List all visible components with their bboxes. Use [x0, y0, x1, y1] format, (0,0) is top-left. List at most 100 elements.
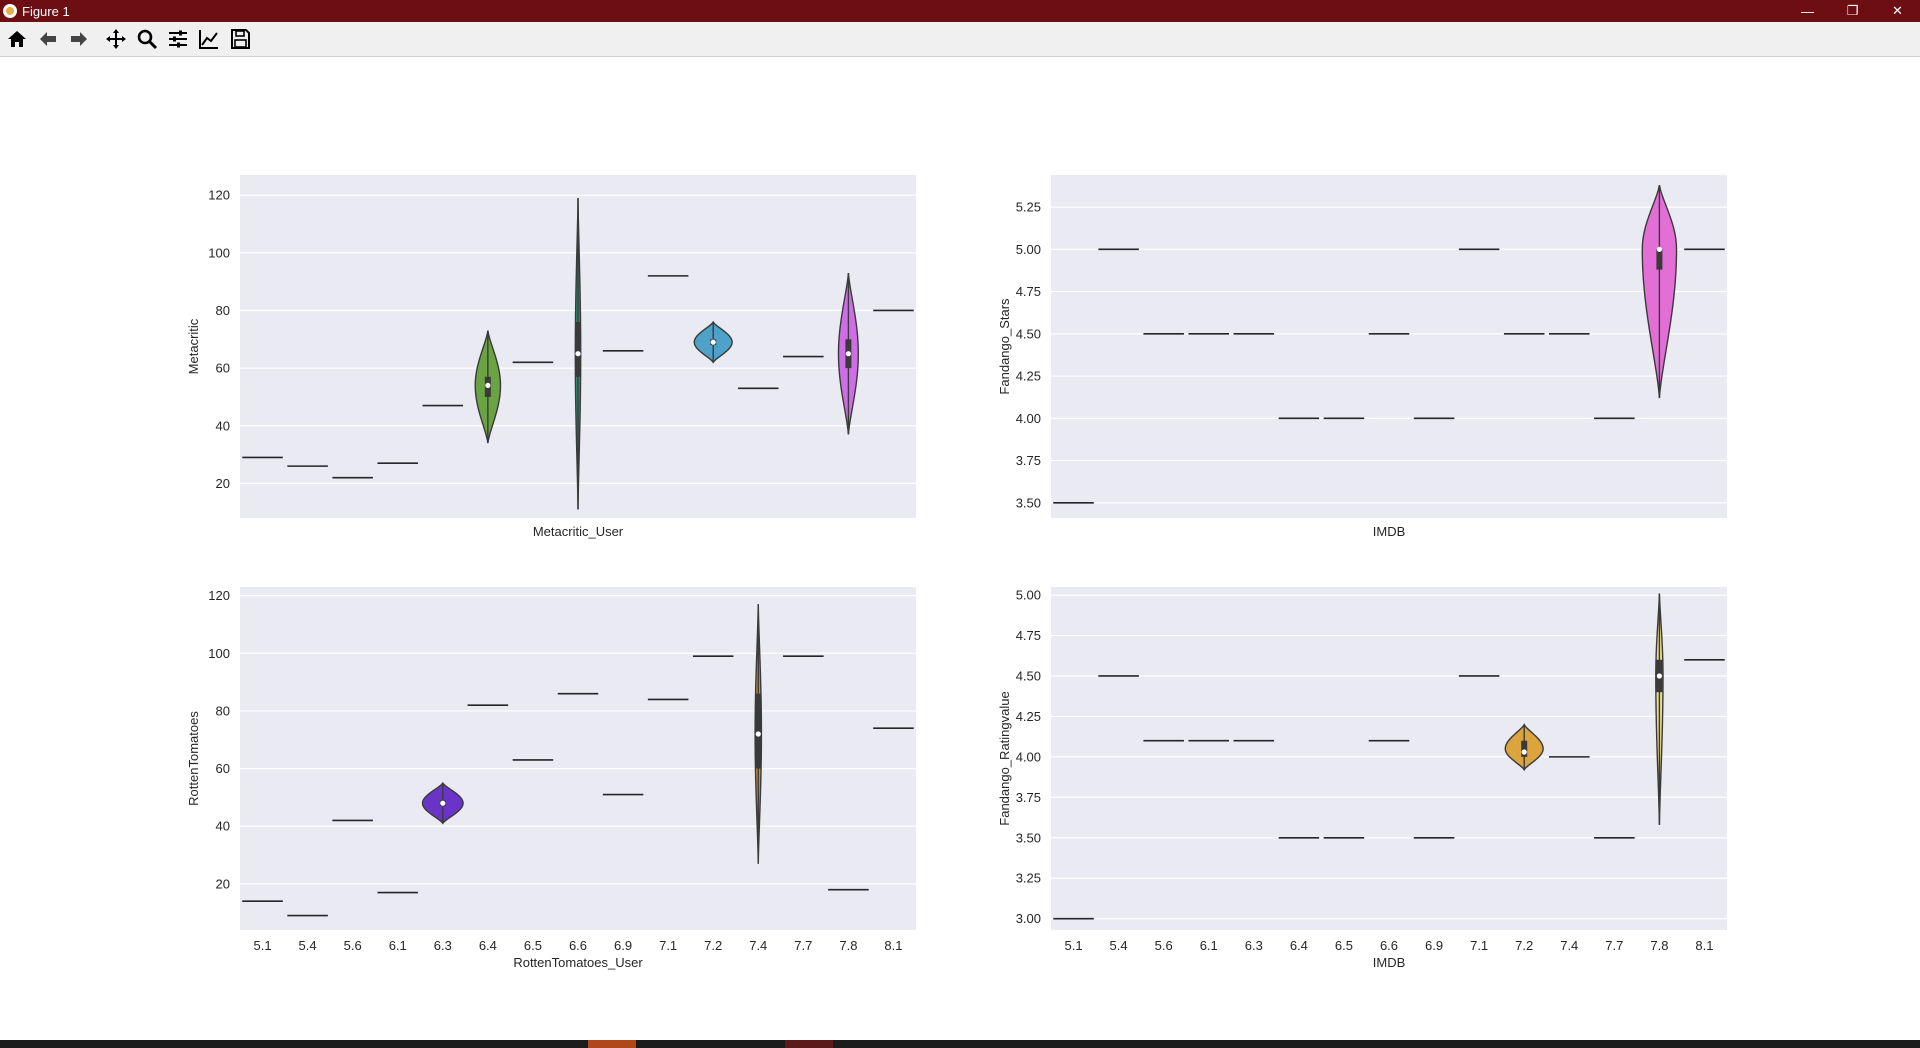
x-tick-label: 7.7: [794, 938, 812, 953]
y-tick-label: 20: [216, 476, 230, 491]
y-tick-label: 3.75: [1016, 453, 1041, 468]
y-tick-label: 80: [216, 303, 230, 318]
x-tick-label: 7.7: [1605, 938, 1623, 953]
zoom-button[interactable]: [133, 25, 161, 53]
x-tick-label: 6.1: [1200, 938, 1218, 953]
x-tick-label: 5.6: [344, 938, 362, 953]
x-tick-label: 6.9: [614, 938, 632, 953]
x-tick-label: 6.3: [434, 938, 452, 953]
plot-background: [240, 587, 916, 930]
zoom-icon: [137, 29, 158, 50]
y-tick-label: 3.75: [1016, 790, 1041, 805]
violin-median-dot: [575, 351, 581, 357]
y-tick-label: 80: [216, 703, 230, 718]
violin-median-dot: [1656, 246, 1662, 252]
x-tick-label: 7.2: [704, 938, 722, 953]
x-tick-label: 5.1: [253, 938, 271, 953]
y-tick-label: 120: [208, 588, 230, 603]
taskbar-item-active[interactable]: [588, 1040, 636, 1048]
close-button[interactable]: ✕: [1892, 3, 1903, 18]
y-tick-label: 5.25: [1016, 200, 1041, 215]
pan-button[interactable]: [102, 25, 130, 53]
y-tick-label: 4.75: [1016, 284, 1041, 299]
x-axis-label: IMDB: [1373, 524, 1406, 539]
x-tick-label: 6.6: [569, 938, 587, 953]
x-tick-label: 6.9: [1425, 938, 1443, 953]
x-tick-label: 7.2: [1515, 938, 1533, 953]
minimize-button[interactable]: —: [1801, 3, 1814, 19]
x-tick-label: 5.4: [299, 938, 317, 953]
y-axis-label: RottenTomatoes: [186, 711, 201, 806]
violin-median-dot: [1656, 673, 1662, 679]
y-tick-label: 60: [216, 761, 230, 776]
app-icon: [3, 4, 17, 18]
home-icon: [8, 31, 26, 47]
y-axis-label: Fandango_Stars: [997, 298, 1012, 395]
y-tick-label: 4.25: [1016, 369, 1041, 384]
x-tick-label: 7.1: [659, 938, 677, 953]
x-axis-label: Metacritic_User: [533, 524, 624, 539]
taskbar: [0, 1040, 1920, 1048]
x-tick-label: 7.4: [749, 938, 767, 953]
forward-icon: [71, 32, 87, 46]
back-button[interactable]: [34, 25, 62, 53]
x-tick-label: 6.4: [479, 938, 497, 953]
y-axis-label: Metacritic: [186, 318, 201, 374]
violin-median-dot: [1521, 749, 1527, 755]
y-tick-label: 3.50: [1016, 495, 1041, 510]
edit-axis-button[interactable]: [195, 25, 223, 53]
x-tick-label: 8.1: [1695, 938, 1713, 953]
violin-iqr-box: [1521, 740, 1528, 757]
subplot-3: 20 40 60 80 100 120 5.1 5.4 5.6 6.1 6.3 6.4 6.5 6.6 6.…: [186, 587, 916, 970]
violin-iqr-box: [755, 693, 762, 769]
violin-median-dot: [845, 351, 852, 357]
forward-button[interactable]: [65, 25, 93, 53]
window-controls: — ❐ ✕: [1785, 0, 1920, 22]
x-axis-label: IMDB: [1373, 955, 1406, 970]
edit-axis-icon: [199, 30, 218, 49]
save-icon: [231, 29, 250, 49]
y-tick-label: 4.25: [1016, 709, 1041, 724]
y-tick-label: 4.50: [1016, 326, 1041, 341]
violin-median-dot: [485, 382, 491, 389]
y-tick-label: 3.25: [1016, 871, 1041, 886]
y-tick-label: 4.00: [1016, 411, 1041, 426]
configure-subplots-button[interactable]: [164, 25, 192, 53]
x-tick-label: 6.6: [1380, 938, 1398, 953]
y-tick-label: 100: [208, 245, 230, 260]
y-tick-label: 60: [216, 361, 230, 376]
x-tick-label: 7.1: [1470, 938, 1488, 953]
pan-icon: [106, 29, 126, 49]
y-tick-label: 3.50: [1016, 830, 1041, 845]
home-button[interactable]: [3, 25, 31, 53]
subplot-1: 20 40 60 80 100 120 Metacritic_User Metacritic: [186, 175, 916, 539]
y-tick-label: 5.00: [1016, 242, 1041, 257]
violin-iqr-box: [575, 322, 581, 377]
y-tick-label: 4.00: [1016, 749, 1041, 764]
x-tick-label: 7.4: [1560, 938, 1578, 953]
taskbar-item[interactable]: [785, 1040, 833, 1048]
x-tick-label: 6.3: [1245, 938, 1263, 953]
violin-iqr-box: [1656, 249, 1663, 270]
x-tick-label: 8.1: [884, 938, 902, 953]
figure-canvas[interactable]: 20 40 60 80 100 120 Metacritic_User Metacritic 3…: [0, 57, 1920, 1040]
plot-background: [1051, 587, 1727, 930]
restore-button[interactable]: ❐: [1846, 3, 1859, 18]
window-titlebar: Figure 1 — ❐ ✕: [0, 0, 1920, 22]
window-title: Figure 1: [22, 3, 70, 19]
x-axis-label: RottenTomatoes_User: [513, 955, 643, 970]
configure-subplots-icon: [169, 30, 187, 48]
y-tick-label: 4.75: [1016, 628, 1041, 643]
navigation-toolbar: [0, 22, 1920, 57]
save-button[interactable]: [226, 25, 254, 53]
x-tick-label: 7.8: [839, 938, 857, 953]
y-tick-label: 3.00: [1016, 911, 1041, 926]
x-tick-label: 7.8: [1650, 938, 1668, 953]
x-tick-label: 6.1: [389, 938, 407, 953]
violin-median-dot: [755, 731, 761, 737]
y-tick-label: 5.00: [1016, 588, 1041, 603]
x-tick-label: 5.6: [1155, 938, 1173, 953]
y-tick-label: 20: [216, 876, 230, 891]
y-tick-label: 100: [208, 646, 230, 661]
x-tick-label: 6.4: [1290, 938, 1308, 953]
